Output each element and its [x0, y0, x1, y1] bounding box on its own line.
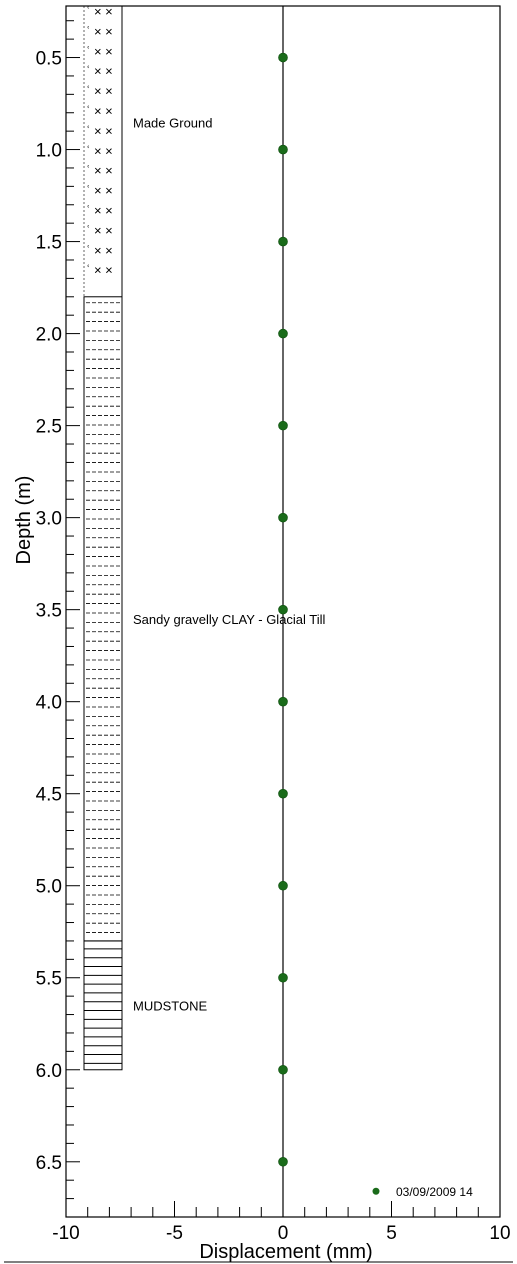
y-tick-label: 3.5	[36, 601, 62, 622]
data-point	[278, 1156, 288, 1167]
stratum-symbol-row: ʿ × ×	[86, 123, 113, 138]
stratum-symbol-row: ʿ × ×	[86, 64, 113, 79]
strata-column: ʿ × × ʿ × × ʿ × × ʿ × × ʿ × × ʿ × × ʿ × × ʿ × ×…	[83, 4, 326, 1071]
y-tick-label: 3.0	[36, 509, 62, 530]
y-tick-label: 4.0	[36, 693, 62, 714]
stratum-symbol-row: ʿ × ×	[86, 24, 113, 39]
stratum-symbol-row: ʿ × ×	[86, 183, 113, 198]
y-tick-label: 6.0	[36, 1061, 62, 1082]
stratum-symbol-row: ʿ × ×	[86, 163, 113, 178]
data-point	[278, 880, 288, 891]
data-points	[278, 52, 288, 1167]
data-point	[278, 144, 288, 155]
y-tick-label: 5.0	[36, 877, 62, 898]
stratum-symbol-row: ʿ × ×	[86, 4, 113, 19]
data-point	[278, 512, 288, 523]
stratum-label: Made Ground	[133, 115, 213, 130]
x-axis-label: Displacement (mm)	[199, 1241, 372, 1263]
y-tick-label: 1.5	[36, 233, 62, 254]
legend-label: 03/09/2009 14	[396, 1185, 473, 1199]
y-tick-label: 0.5	[36, 49, 62, 70]
stratum-box	[83, 296, 123, 942]
data-point	[278, 236, 288, 247]
stratum-symbol-row: ʿ × ×	[86, 104, 113, 119]
data-point	[278, 788, 288, 799]
legend: 03/09/2009 14	[372, 1185, 473, 1199]
data-point	[278, 420, 288, 431]
data-point	[278, 972, 288, 983]
data-point	[278, 52, 288, 63]
data-point	[278, 1064, 288, 1075]
stratum-symbol-row: ʿ × ×	[86, 243, 113, 258]
x-tick-label: -10	[52, 1223, 79, 1244]
axes: 0.5 1.0 1.5 2.0 2.5 3.0 3.5 4.0 4.5 5.0 5.5 6.0 6.5 -…	[4, 5, 513, 1263]
stratum-label: MUDSTONE	[133, 998, 207, 1013]
y-tick-label: 4.5	[36, 785, 62, 806]
stratum-symbol-row: ʿ × ×	[86, 143, 113, 158]
x-tick-label: 10	[489, 1223, 510, 1244]
y-tick-label: 1.0	[36, 141, 62, 162]
y-tick-label: 6.5	[36, 1153, 62, 1174]
data-point	[278, 696, 288, 707]
data-point	[278, 604, 288, 615]
data-point	[278, 328, 288, 339]
x-tick-label: 0	[278, 1223, 289, 1244]
stratum-symbol-row: ʿ × ×	[86, 203, 113, 218]
stratum-symbol-row: ʿ × ×	[86, 263, 113, 278]
stratum-symbol-row: ʿ × ×	[86, 84, 113, 99]
y-axis-label: Depth (m)	[13, 476, 35, 565]
y-tick-label: 5.5	[36, 969, 62, 990]
stratum-box	[83, 940, 123, 1071]
y-tick-label: 2.0	[36, 325, 62, 346]
x-tick-label: 5	[386, 1223, 397, 1244]
stratum-label: Sandy gravelly CLAY - Glacial Till	[133, 612, 326, 627]
stratum-symbol-row: ʿ × ×	[86, 44, 113, 59]
y-tick-label: 2.5	[36, 417, 62, 438]
stratum-symbol-row: ʿ × ×	[86, 223, 113, 238]
legend-marker	[372, 1187, 380, 1195]
x-tick-label: -5	[166, 1223, 183, 1244]
